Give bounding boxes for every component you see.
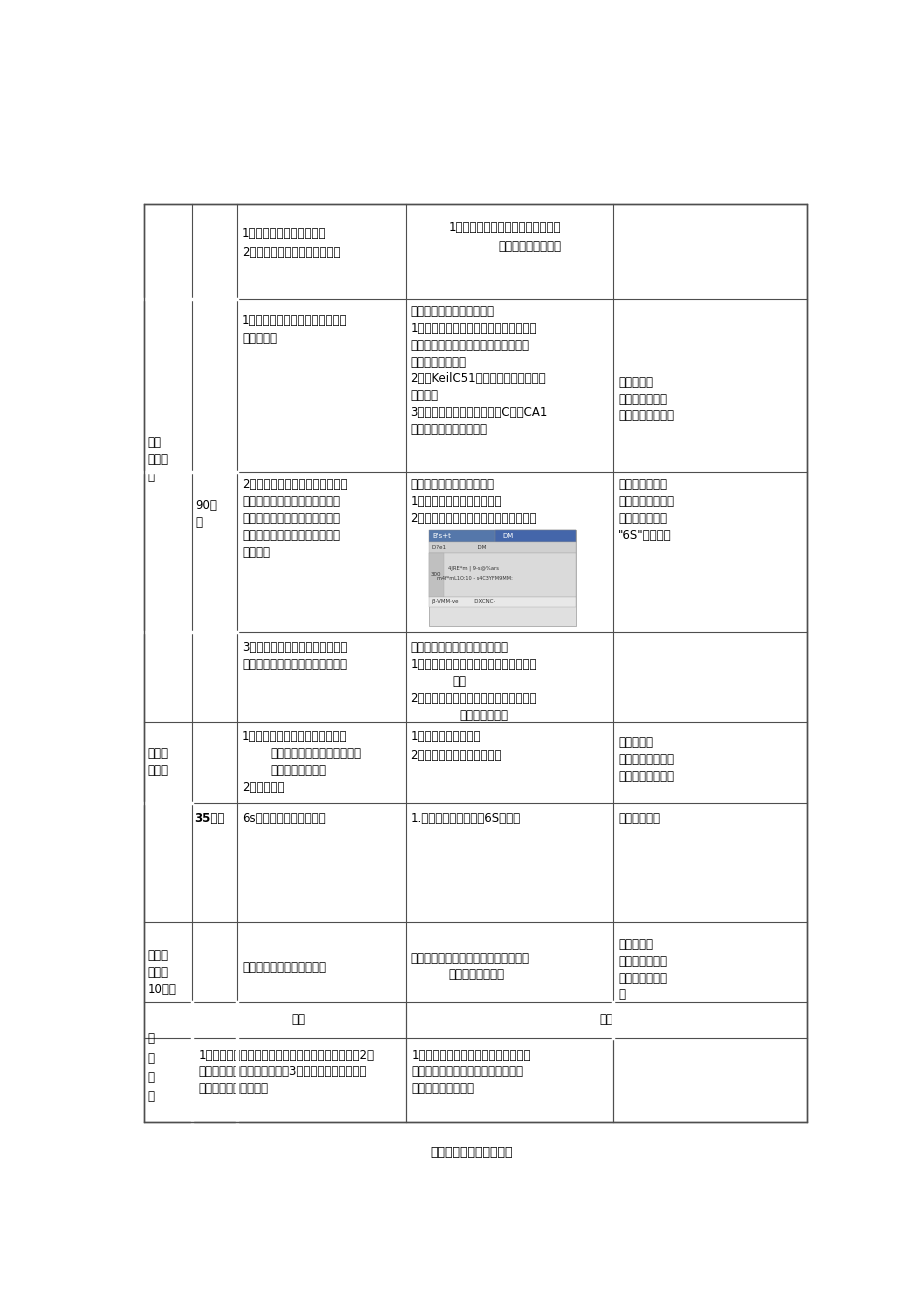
Text: 90分: 90分 [196,498,217,511]
Text: "6S"职业素养: "6S"职业素养 [618,528,671,541]
Text: 翻转课堂使学生更自主高效。3、课堂融入企业岗位要: 翻转课堂使学生更自主高效。3、课堂融入企业岗位要 [199,1066,367,1079]
Text: 践教学融为一体，: 践教学融为一体， [618,494,674,507]
Text: 任务三：程序与电路的联合调试: 任务三：程序与电路的联合调试 [410,641,507,654]
Bar [428,530,575,543]
Text: 2、教师点评: 2、教师点评 [242,781,284,794]
Text: 项目实: 项目实 [147,453,168,466]
Text: 1、教师汇总实训成绩，评选出最: 1、教师汇总实训成绩，评选出最 [242,730,347,743]
Bar [428,553,444,597]
Text: 展提高: 展提高 [147,967,168,980]
Text: 培养项目分析能: 培养项目分析能 [618,955,666,968]
Text: 35分钟: 35分钟 [194,812,224,825]
Text: B's+t: B's+t [432,532,450,539]
Text: 力: 力 [618,989,624,1002]
Text: 3、遇到语法问题，自行打开C语言CA1: 3、遇到语法问题，自行打开C语言CA1 [410,406,547,419]
Text: 通过拓展，: 通过拓展， [618,938,652,951]
Text: 示安全规范操作的重要性；巡回: 示安全规范操作的重要性；巡回 [242,511,340,524]
Text: 思: 思 [147,1090,154,1103]
Text: 2、参照安装工艺卡，插装与焊接电路。: 2、参照安装工艺卡，插装与焊接电路。 [410,511,536,524]
Text: 通过自评与: 通过自评与 [618,736,652,749]
Text: 工，填写实施方案。: 工，填写实施方案。 [498,241,561,254]
Text: 3、严格把关，强调用电安全，巡: 3、严格把关，强调用电安全，巡 [242,641,347,654]
Text: 任务二：电路的安装与调试: 任务二：电路的安装与调试 [410,477,494,490]
Text: 引发学生课后去思考如何实现两个数码: 引发学生课后去思考如何实现两个数码 [410,951,528,964]
Text: 最佳职业素养小组: 最佳职业素养小组 [269,764,325,777]
Text: 1、学生遵照程序调试三部曲排除程序错: 1、学生遵照程序调试三部曲排除程序错 [410,658,536,671]
Text: 1、各个小组展示作品: 1、各个小组展示作品 [410,730,481,743]
Text: 力和知识迁移能: 力和知识迁移能 [618,972,666,985]
Text: 300: 300 [430,572,440,578]
Bar [428,553,575,597]
Text: 2、提前制作数码管检测提示卡: 2、提前制作数码管检测提示卡 [242,246,340,259]
Text: 善，需进一步改进。: 善，需进一步改进。 [412,1082,474,1095]
Text: 企业岗位要求融入课堂教学；提: 企业岗位要求融入课堂教学；提 [242,494,340,507]
Bar [428,530,575,626]
Text: 目评估: 目评估 [147,764,168,777]
Text: 型编码的正确性；: 型编码的正确性； [410,355,466,368]
Text: 正常并排除故障: 正常并排除故障 [460,709,508,722]
Text: 神，理实一体化；: 神，理实一体化； [618,410,674,423]
Text: m4f*mL1O:10 - s4C3YFM9MM:: m4f*mL1O:10 - s4C3YFM9MM: [437,575,512,580]
Text: 2、导入企业真实的生产情境，将: 2、导入企业真实的生产情境，将 [242,477,347,490]
Text: 6s整理提出整理的要求。: 6s整理提出整理的要求。 [242,812,325,825]
Text: 1、信息化仿真软件的使用，使课堂教学直观生动。2、: 1、信息化仿真软件的使用，使课堂教学直观生动。2、 [199,1049,374,1062]
Text: 反: 反 [147,1071,154,1084]
Text: 的工艺。: 的工艺。 [242,545,270,558]
Text: 将理论教学与实: 将理论教学与实 [618,477,666,490]
Text: 1、各个创客小组角色分配，任务分: 1、各个创客小组角色分配，任务分 [448,221,561,234]
Text: 五、拓: 五、拓 [147,950,168,963]
Text: 指导各组实操情况，纠正不正确: 指导各组实操情况，纠正不正确 [242,528,340,541]
Bar [494,530,575,543]
Text: β-VMM·ve         DXCNC·: β-VMM·ve DXCNC· [432,600,494,605]
Text: 误；: 误； [451,675,466,688]
Text: D?e1                  DM: D?e1 DM [432,545,486,550]
Text: 流、学习的目的；: 流、学习的目的； [618,770,674,783]
Text: 1、对照元件清单检测元件。: 1、对照元件清单检测元件。 [410,494,501,507]
Text: 1、学生分组讨论，编写数码管字型编码: 1、学生分组讨论，编写数码管字型编码 [410,321,536,334]
Bar [428,543,575,553]
Text: 1.小组长分配任务完成6S整理。: 1.小组长分配任务完成6S整理。 [410,812,520,825]
Text: 教学软件自行复习语法。: 教学软件自行复习语法。 [410,423,487,436]
Text: 巡回指导。: 巡回指导。 [242,333,277,346]
Text: 10分钟: 10分钟 [147,984,176,997]
Text: 三、: 三、 [147,436,162,449]
Text: 四、项: 四、项 [147,747,168,760]
Text: 互评，达到互相交: 互评，达到互相交 [618,753,674,766]
Text: 施: 施 [147,470,154,483]
Text: 培养学生互: 培养学生互 [618,376,652,389]
Text: 单个数码管的显示说课稿: 单个数码管的显示说课稿 [430,1146,512,1159]
Text: 求，培养了职业素养。: 求，培养了职业素养。 [199,1082,268,1095]
Text: 管显示并搜集资料: 管显示并搜集资料 [448,968,504,981]
Text: 示程序；: 示程序； [410,389,437,402]
Text: DM: DM [502,532,513,539]
Text: 佳工艺小组、最佳效率小组、: 佳工艺小组、最佳效率小组、 [269,747,360,760]
Text: 表，并用数码管取码软件验证编写的字: 表，并用数码管取码软件验证编写的字 [410,338,528,351]
Text: 4JRE*m | 9-s@%ars: 4JRE*m | 9-s@%ars [448,566,499,571]
Text: 1、提前制作安装工艺卡；: 1、提前制作安装工艺卡； [242,226,326,239]
Text: 钟: 钟 [196,515,202,528]
Text: 培养职业素养: 培养职业素养 [618,812,659,825]
Text: 1、引导学生编写数码管显示程序: 1、引导学生编写数码管显示程序 [242,314,347,327]
Text: 全程培养与考察: 全程培养与考察 [618,511,666,524]
Text: 任务一：程序的编写与调试: 任务一：程序的编写与调试 [410,304,494,317]
Text: 学: 学 [147,1051,154,1064]
Text: 如何实现两个数码管显示？: 如何实现两个数码管显示？ [242,960,325,973]
Text: 回指导，发现课堂问题及时解决。: 回指导，发现课堂问题及时解决。 [242,658,346,671]
Text: 亮点: 亮点 [291,1013,305,1026]
Bar [428,597,575,606]
Text: 不足: 不足 [598,1013,613,1026]
Text: 2、参照数码管检测提示卡检测电路是否: 2、参照数码管检测提示卡检测电路是否 [410,692,536,705]
Text: 2、各个小组进行自评和互评: 2、各个小组进行自评和互评 [410,749,501,762]
Text: 2、用KeilC51开发软件编写数码管显: 2、用KeilC51开发软件编写数码管显 [410,372,545,385]
Text: 教: 教 [147,1033,154,1046]
Text: 1、个别学生缺乏学习的主动性。课前: 1、个别学生缺乏学习的主动性。课前 [412,1049,531,1062]
Text: 微课和课后拓展的反馈方式还不够完: 微课和课后拓展的反馈方式还不够完 [412,1066,523,1079]
Text: 助合作的团队精: 助合作的团队精 [618,393,666,406]
